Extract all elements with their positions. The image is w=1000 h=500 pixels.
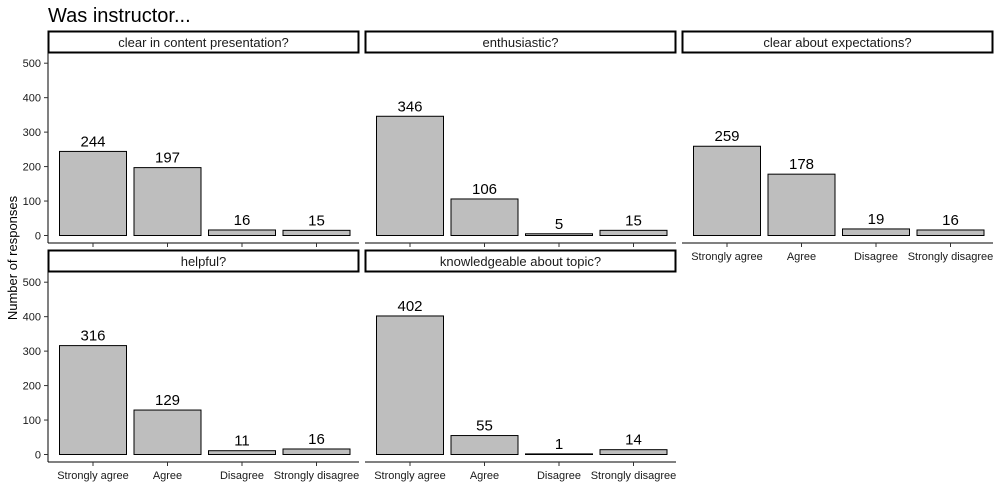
bar-value-label: 16: [308, 431, 325, 448]
bar-value-label: 16: [234, 212, 251, 229]
x-tick-label: Agree: [470, 470, 499, 482]
y-tick-label: 200: [23, 162, 41, 174]
y-tick-label: 300: [23, 346, 41, 358]
x-tick-label: Strongly disagree: [591, 470, 677, 482]
bar: [525, 233, 593, 236]
bar-value-label: 244: [80, 133, 105, 150]
facet-panel: enthusiastic? 346 106 5 15: [364, 30, 677, 247]
bar: [376, 115, 444, 236]
bar-value-label: 346: [397, 98, 422, 115]
bar-value-label: 402: [397, 298, 422, 315]
x-tick-label: Disagree: [537, 470, 581, 482]
y-axis-title: Number of responses: [5, 195, 20, 320]
bar-value-label: 15: [308, 212, 325, 229]
chart-title: Was instructor...: [48, 5, 191, 27]
bar: [842, 228, 910, 237]
bar: [599, 449, 668, 455]
y-axis: 0 100 200 300 400 500: [23, 270, 49, 462]
bar: [133, 167, 202, 236]
facet-strip-label: knowledgeable about topic?: [440, 254, 601, 269]
bar: [450, 435, 519, 455]
bar-value-label: 55: [476, 418, 493, 435]
bar: [693, 145, 761, 236]
bar: [59, 345, 127, 456]
bar-value-label: 19: [868, 211, 885, 228]
bar-value-label: 14: [625, 432, 642, 449]
y-tick-label: 0: [35, 231, 41, 243]
bar-value-label: 129: [155, 392, 180, 409]
x-tick-label: Strongly disagree: [908, 251, 994, 263]
facet-strip-label: helpful?: [181, 254, 227, 269]
facet-panel: helpful? 316 Strongly agree 129 Agree 11 Disag…: [47, 249, 360, 482]
y-tick-label: 100: [23, 196, 41, 208]
bar-value-label: 16: [942, 212, 959, 229]
y-tick-label: 400: [23, 312, 41, 324]
y-tick-label: 400: [23, 93, 41, 105]
bar-value-label: 259: [714, 128, 739, 145]
y-tick-label: 500: [23, 58, 41, 70]
x-tick-label: Disagree: [854, 251, 898, 263]
bar: [282, 448, 351, 455]
facet-strip-label: clear in content presentation?: [118, 35, 289, 50]
bar-value-label: 106: [472, 181, 497, 198]
bar-value-label: 178: [789, 156, 814, 173]
x-tick-label: Strongly disagree: [274, 470, 360, 482]
y-tick-label: 100: [23, 415, 41, 427]
bar: [767, 173, 836, 236]
bar: [916, 229, 985, 237]
bar-value-label: 15: [625, 212, 642, 229]
x-tick-label: Strongly agree: [374, 470, 446, 482]
bar-value-label: 197: [155, 150, 180, 167]
bar: [282, 229, 351, 236]
facet-strip-label: clear about expectations?: [763, 35, 911, 50]
facet-strip: [47, 249, 360, 273]
facet-panel: clear in content presentation? 244 197 16 15: [47, 30, 360, 247]
bar: [208, 450, 276, 456]
bar-value-label: 1: [555, 436, 563, 453]
bar: [376, 315, 444, 455]
x-tick-label: Strongly agree: [57, 470, 129, 482]
bar: [208, 229, 276, 237]
facet-strip: [364, 30, 677, 54]
bar: [133, 409, 202, 455]
bar-value-label: 11: [234, 433, 250, 450]
bar-value-label: 316: [80, 328, 105, 345]
bar: [450, 198, 519, 236]
x-tick-label: Agree: [787, 251, 816, 263]
bar: [525, 453, 593, 455]
y-tick-label: 300: [23, 127, 41, 139]
chart-panels: 0 100 200 300 400 500 0 100 200 300 400 500 clear in…: [23, 30, 994, 482]
bar: [59, 150, 127, 236]
y-tick-label: 500: [23, 277, 41, 289]
x-tick-label: Disagree: [220, 470, 264, 482]
y-tick-label: 200: [23, 381, 41, 393]
facet-strip: [364, 249, 677, 273]
facet-strip-label: enthusiastic?: [483, 35, 559, 50]
facet-strip: [681, 30, 994, 54]
facet-strip: [47, 30, 360, 54]
bar: [599, 229, 668, 236]
x-tick-label: Strongly agree: [691, 251, 763, 263]
x-tick-label: Agree: [153, 470, 182, 482]
y-tick-label: 0: [35, 450, 41, 462]
facet-panel: knowledgeable about topic? 402 Strongly ag…: [364, 249, 677, 482]
facet-panel: clear about expectations? 259 Strongly agr…: [681, 30, 994, 263]
y-axis: 0 100 200 300 400 500: [23, 51, 49, 243]
bar-value-label: 5: [555, 216, 563, 233]
